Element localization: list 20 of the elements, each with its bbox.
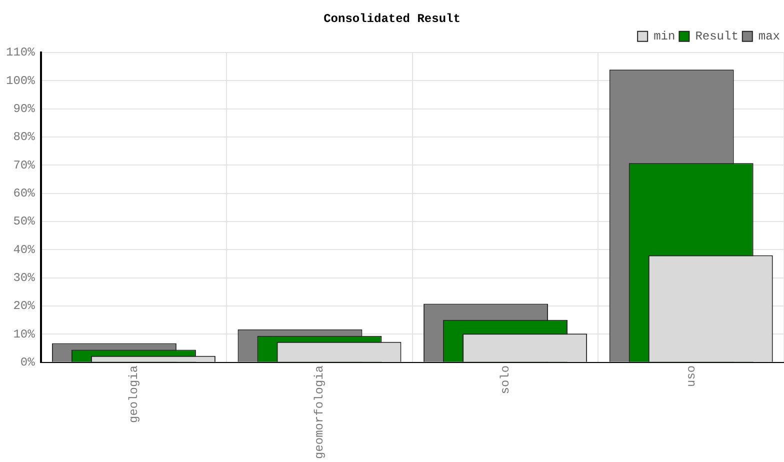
y-tick-label: 0% [20,356,36,370]
legend-label: max [758,30,780,44]
chart-title: Consolidated Result [324,12,460,26]
y-tick-label: 80% [13,130,36,144]
y-tick-label: 60% [13,186,36,200]
x-tick-label: uso [684,365,698,387]
y-tick-label: 30% [13,271,36,286]
x-tick-label: geomorfologia [312,365,327,460]
legend-label: min [654,30,676,44]
y-tick-label: 40% [13,242,36,257]
x-tick-label: geologia [126,365,141,423]
y-tick-label: 90% [13,102,36,116]
y-tick-label: 100% [6,74,36,88]
legend-label: Result [695,30,738,44]
y-tick-label: 110% [6,46,36,60]
y-tick-label: 70% [13,158,36,172]
y-tick-label: 20% [13,299,36,314]
y-tick-label: 10% [13,327,36,342]
x-tick-label: solo [498,365,512,394]
y-tick-label: 50% [13,214,36,229]
